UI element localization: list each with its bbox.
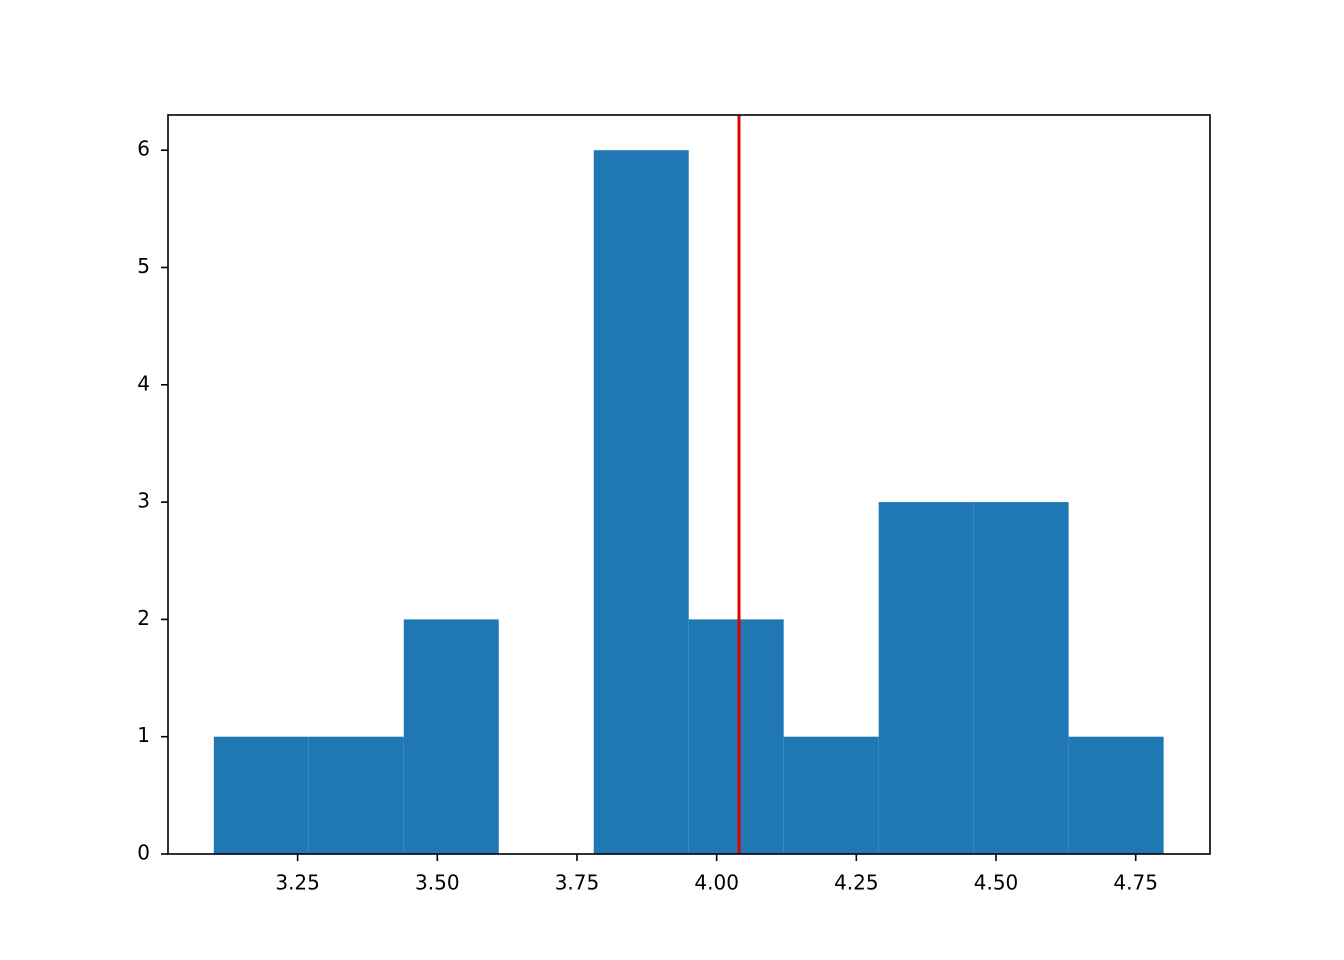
x-tick-label: 3.75 [555, 871, 600, 895]
bar [593, 150, 689, 854]
x-tick-label: 4.50 [974, 871, 1019, 895]
bar [308, 736, 404, 854]
bar [1068, 736, 1164, 854]
y-tick-label: 3 [137, 489, 150, 513]
bar [213, 736, 309, 854]
x-tick-label: 4.25 [834, 871, 879, 895]
x-tick-label: 4.75 [1113, 871, 1158, 895]
y-tick-label: 2 [137, 606, 150, 630]
y-tick-label: 1 [137, 723, 150, 747]
bar [878, 502, 974, 854]
axes-frame [167, 114, 1211, 855]
x-tick-label: 4.00 [694, 871, 739, 895]
bar [783, 736, 879, 854]
y-tick-label: 5 [137, 254, 150, 278]
y-tick-label: 4 [137, 371, 150, 395]
bar [973, 502, 1069, 854]
bar [403, 619, 499, 854]
bar [688, 619, 784, 854]
x-tick-label: 3.25 [275, 871, 320, 895]
y-tick-label: 6 [137, 137, 150, 161]
y-tick-label: 0 [137, 841, 150, 865]
x-tick-label: 3.50 [415, 871, 460, 895]
